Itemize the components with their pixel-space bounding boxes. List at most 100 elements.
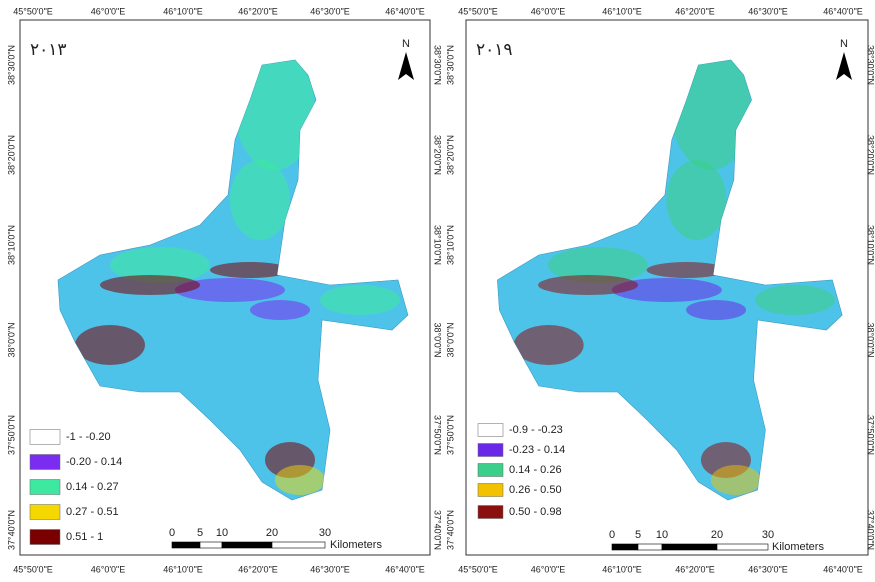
- scale-label: 30: [319, 527, 331, 539]
- bottom-coord: 46°30'0"E: [310, 564, 350, 574]
- right-coord: 37°40'0"N: [866, 510, 875, 550]
- scale-segment: [271, 541, 326, 549]
- left-coord: 37°40'0"N: [6, 510, 16, 550]
- red-patch: [646, 262, 727, 278]
- right-coord: 38°0'0"N: [866, 322, 875, 357]
- legend-label: 0.51 - 1: [66, 531, 103, 543]
- scale-segment: [637, 543, 663, 551]
- scale-label: 20: [711, 529, 723, 541]
- bottom-coord: 46°40'0"E: [385, 564, 425, 574]
- legend-swatch: [477, 505, 504, 519]
- left-coord: 37°50'0"N: [445, 415, 455, 455]
- red-patch: [100, 275, 200, 295]
- right-coord: 37°50'0"N: [433, 415, 443, 455]
- bottom-coord: 46°10'0"E: [602, 564, 642, 574]
- red-patch: [75, 325, 145, 365]
- top-coord: 45°50'0"E: [13, 6, 53, 16]
- legend-label: 0.14 - 0.26: [509, 464, 562, 476]
- green-patch: [320, 285, 400, 315]
- legend-swatch: [29, 479, 61, 495]
- scale-label: 0: [169, 527, 175, 539]
- right-coord: 38°30'0"N: [433, 45, 443, 85]
- scale-segment: [171, 541, 201, 549]
- scale-unit: Kilometers: [330, 539, 382, 551]
- scale-label: 20: [266, 527, 278, 539]
- left-coord: 38°20'0"N: [6, 135, 16, 175]
- legend-swatch: [477, 443, 504, 457]
- red-patch: [538, 275, 639, 295]
- right-coord: 37°40'0"N: [433, 510, 443, 550]
- green-patch: [110, 247, 210, 283]
- legend-label: -0.20 - 0.14: [66, 456, 122, 468]
- scale-segment: [221, 541, 273, 549]
- left-coord: 37°50'0"N: [6, 415, 16, 455]
- north-label: N: [840, 38, 848, 50]
- right-coord: 38°20'0"N: [433, 135, 443, 175]
- legend-swatch: [29, 429, 61, 445]
- bottom-coord: 46°20'0"E: [675, 564, 715, 574]
- bottom-coord: 45°50'0"E: [13, 564, 53, 574]
- legend-label: 0.27 - 0.51: [66, 506, 119, 518]
- right-coord: 38°30'0"N: [866, 45, 875, 85]
- top-coord: 46°40'0"E: [823, 6, 863, 16]
- green-patch: [666, 160, 727, 240]
- scale-segment: [199, 541, 223, 549]
- scale-label: 30: [762, 529, 774, 541]
- legend-swatch: [477, 423, 504, 437]
- left-coord: 38°30'0"N: [6, 45, 16, 85]
- red-patch: [513, 325, 584, 365]
- legend-swatch: [477, 463, 504, 477]
- left-coord: 38°30'0"N: [445, 45, 455, 85]
- red-patch: [210, 262, 290, 278]
- top-coord: 46°30'0"E: [748, 6, 788, 16]
- top-coord: 46°40'0"E: [385, 6, 425, 16]
- legend-label: 0.26 - 0.50: [509, 484, 562, 496]
- left-coord: 38°0'0"N: [445, 322, 455, 357]
- bottom-coord: 45°50'0"E: [458, 564, 498, 574]
- left-coord: 38°10'0"N: [445, 225, 455, 265]
- right-coord: 38°0'0"N: [433, 322, 443, 357]
- left-coord: 38°20'0"N: [445, 135, 455, 175]
- map-panel: ۲۰۱۹ N 45°50'0"E 46°0'0"E 46°10'0"E 46°20'0"E…: [445, 6, 875, 574]
- legend-swatch: [477, 483, 504, 497]
- right-coord: 38°10'0"N: [433, 225, 443, 265]
- legend-swatch: [29, 454, 61, 470]
- scale-segment: [611, 543, 639, 551]
- scale-segment: [716, 543, 769, 551]
- purple-patch: [175, 278, 285, 302]
- top-coord: 46°30'0"E: [310, 6, 350, 16]
- scale-unit: Kilometers: [772, 541, 824, 553]
- scale-label: 10: [656, 529, 668, 541]
- left-coord: 37°40'0"N: [445, 510, 455, 550]
- class-patches: [75, 60, 400, 495]
- north-label: N: [402, 38, 410, 50]
- right-coord: 38°10'0"N: [866, 225, 875, 265]
- top-coord: 46°0'0"E: [531, 6, 566, 16]
- top-coord: 46°10'0"E: [602, 6, 642, 16]
- scale-label: 5: [197, 527, 203, 539]
- top-coord: 46°0'0"E: [91, 6, 126, 16]
- year-label: ۲۰۱۳: [30, 40, 67, 60]
- left-coord: 38°0'0"N: [6, 322, 16, 357]
- scale-segment: [661, 543, 718, 551]
- legend-swatch: [29, 504, 61, 520]
- legend-label: -1 - -0.20: [66, 431, 111, 443]
- year-label: ۲۰۱۹: [476, 40, 513, 60]
- right-coord: 37°50'0"N: [866, 415, 875, 455]
- top-coord: 46°20'0"E: [238, 6, 278, 16]
- right-coord: 38°20'0"N: [866, 135, 875, 175]
- purple-patch: [611, 278, 722, 302]
- top-coord: 46°10'0"E: [163, 6, 203, 16]
- bottom-coord: 46°0'0"E: [91, 564, 126, 574]
- bottom-coord: 46°20'0"E: [238, 564, 278, 574]
- bottom-coord: 46°10'0"E: [163, 564, 203, 574]
- bottom-coord: 46°0'0"E: [531, 564, 566, 574]
- scale-label: 10: [216, 527, 228, 539]
- green-patch: [547, 247, 648, 283]
- legend-label: 0.14 - 0.27: [66, 481, 119, 493]
- top-coord: 46°20'0"E: [675, 6, 715, 16]
- left-coord: 38°10'0"N: [6, 225, 16, 265]
- purple-patch: [250, 300, 310, 320]
- map-panel: ۲۰۱۳ N 45°50'0"E 46°0'0"E 46°10'0"E 46°20'0"E…: [6, 6, 442, 574]
